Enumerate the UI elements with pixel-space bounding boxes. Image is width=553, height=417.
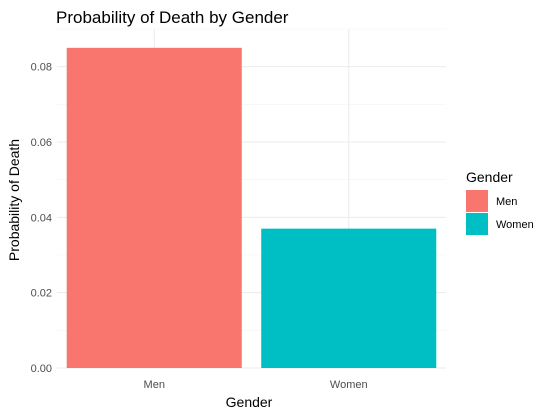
legend-label-women: Women xyxy=(496,219,534,231)
x-tick-label: Women xyxy=(330,379,368,391)
bar-men xyxy=(66,47,242,368)
chart-title: Probability of Death by Gender xyxy=(56,8,289,27)
bars xyxy=(66,47,437,368)
x-tick-label: Men xyxy=(144,379,165,391)
x-axis-title: Gender xyxy=(226,394,273,410)
legend-swatch-men xyxy=(466,190,488,212)
legend-label-men: Men xyxy=(496,196,517,208)
y-tick-label: 0.02 xyxy=(31,288,52,300)
legend-swatch-women xyxy=(466,213,488,235)
y-tick-label: 0.04 xyxy=(31,212,52,224)
legend: Gender Men Women xyxy=(466,169,534,235)
x-axis-ticks: Men Women xyxy=(144,379,368,391)
legend-title: Gender xyxy=(466,169,513,185)
y-tick-label: 0.06 xyxy=(31,137,52,149)
y-tick-label: 0.08 xyxy=(31,62,52,74)
y-tick-label: 0.00 xyxy=(31,363,52,375)
y-axis-title: Probability of Death xyxy=(6,139,22,261)
y-axis-ticks: 0.00 0.02 0.04 0.06 0.08 xyxy=(31,62,52,375)
bar-women xyxy=(261,228,437,368)
